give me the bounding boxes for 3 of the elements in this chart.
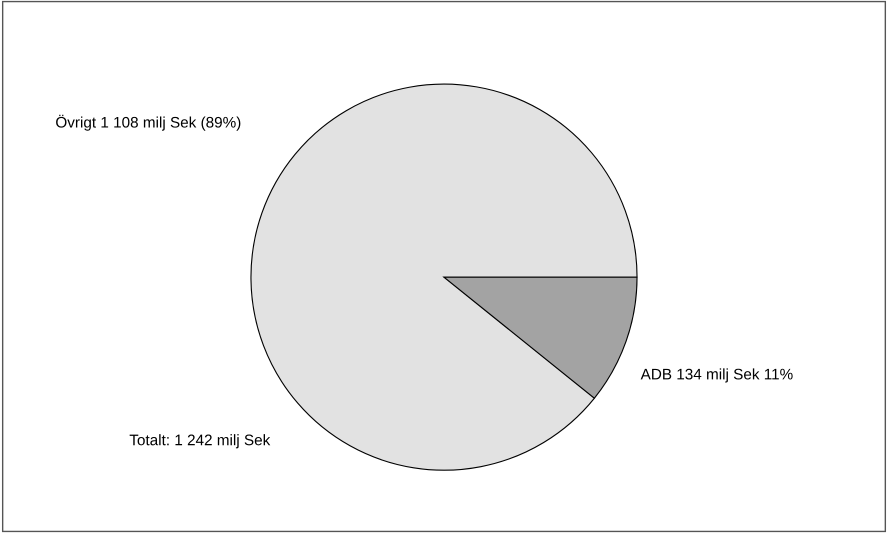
slice-label: Övrigt 1 108 milj Sek (89%): [56, 114, 240, 131]
slice-label: ADB 134 milj Sek 11%: [640, 368, 793, 383]
text: Totalt: 1 242 milj Sek: [130, 434, 270, 448]
